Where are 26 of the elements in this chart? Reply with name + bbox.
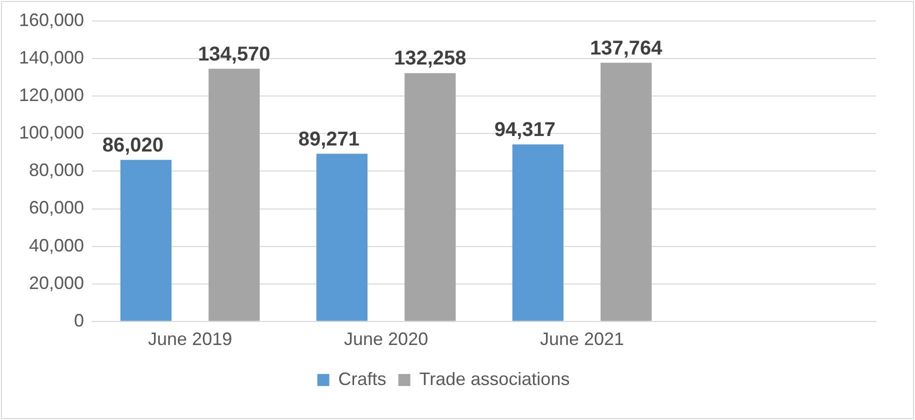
data-label: 94,317 — [494, 118, 556, 141]
y-tick-label: 160,000 — [18, 10, 84, 30]
data-label: 89,271 — [298, 128, 360, 150]
bar — [316, 154, 368, 321]
bar — [512, 144, 564, 321]
y-tick-label: 120,000 — [18, 85, 84, 106]
bar — [120, 160, 172, 321]
y-tick-label: 40,000 — [29, 235, 84, 256]
y-tick-label: 100,000 — [18, 122, 84, 143]
legend-label: Trade associations — [419, 368, 570, 389]
x-tick-label: June 2019 — [148, 329, 232, 350]
x-tick-label: June 2021 — [540, 329, 624, 350]
data-label: 134,570 — [198, 43, 270, 66]
bar — [404, 73, 456, 321]
y-tick-label: 0 — [74, 310, 84, 330]
data-label: 137,764 — [590, 37, 664, 60]
bar — [600, 62, 652, 321]
bar — [208, 68, 260, 321]
y-tick-label: 20,000 — [29, 272, 84, 293]
y-tick-label: 140,000 — [18, 48, 84, 68]
data-label: 86,020 — [102, 134, 164, 156]
y-tick-label: 80,000 — [29, 160, 84, 180]
y-tick-label: 60,000 — [29, 198, 84, 218]
legend-label: Crafts — [338, 368, 386, 389]
x-tick-label: June 2020 — [344, 329, 428, 350]
data-label: 132,258 — [394, 48, 466, 70]
